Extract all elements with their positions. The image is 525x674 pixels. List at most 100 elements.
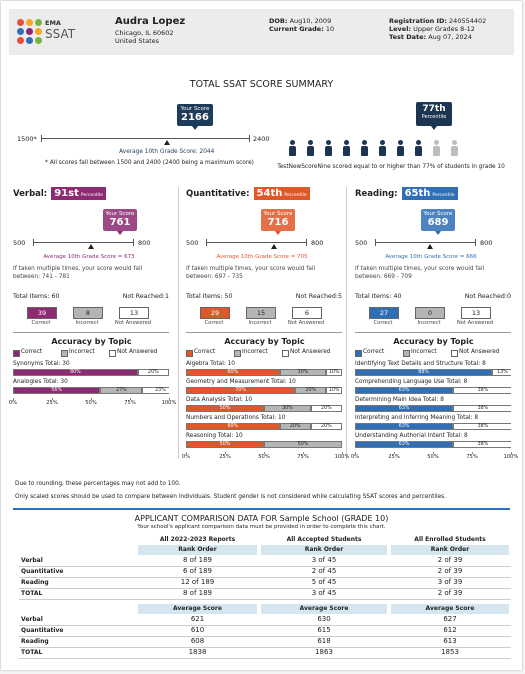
person-head <box>362 140 367 145</box>
person-head <box>290 140 295 145</box>
segment-label: 63% <box>398 424 410 429</box>
percentile-label: Percentile <box>421 114 447 120</box>
row-line <box>19 588 511 589</box>
cell: 1838 <box>188 648 207 656</box>
axis-tick <box>433 452 434 454</box>
label: Test Date: <box>389 33 427 41</box>
percentile-box: 77th Percentile <box>416 102 452 126</box>
topic-bar: 80% 20% <box>13 369 169 376</box>
section-column: Verbal: 91st Percentile 500 800 Your Score 761… <box>9 187 176 462</box>
segment-label: 38% <box>477 388 489 393</box>
axis-label: 0% <box>181 454 191 460</box>
cell: 2 of 39 <box>437 567 463 575</box>
segment-label: 30% <box>282 406 293 411</box>
legend-label: Correct <box>363 349 385 355</box>
axis-label: 0% <box>8 400 18 406</box>
segment-label: 20% <box>321 406 332 411</box>
scale-label: 500 <box>355 239 368 247</box>
score-value: 689 <box>427 217 449 228</box>
accuracy-title: Accuracy by Topic <box>393 337 474 346</box>
count-label: Correct <box>373 320 393 326</box>
topic-label: Analogies Total: 30 <box>13 379 68 385</box>
cell: 3 of 45 <box>311 556 337 564</box>
percentile: 91st <box>54 188 79 199</box>
row-label: Quantitative <box>21 627 64 634</box>
percentile-label: Percentile <box>432 193 455 198</box>
scale-line <box>375 242 475 243</box>
axis-label: 25% <box>46 400 58 406</box>
count-box: 0 <box>415 307 445 319</box>
percentile-badge: 91st Percentile <box>51 187 107 200</box>
group-heading: Rank Order <box>261 545 387 555</box>
bar-segment: 60% <box>186 369 280 376</box>
scale-label: 800 <box>480 239 493 247</box>
segment-label: 63% <box>398 406 410 411</box>
bar-segment: 13% <box>492 369 511 376</box>
topic-label: Numbers and Operations Total: 10 <box>186 415 286 421</box>
score-bubble: Your Score 761 <box>103 209 137 231</box>
person-body <box>361 146 368 156</box>
segment-label: 20% <box>148 370 159 375</box>
bar-segment: 38% <box>453 387 511 394</box>
legend-label: Incorrect <box>242 349 268 355</box>
logo-dot <box>26 19 33 26</box>
scale-label: 800 <box>311 239 324 247</box>
row-line <box>19 658 511 659</box>
axis-tick <box>225 452 226 454</box>
logo-dot <box>26 28 33 35</box>
scale-note: * All scores fall between 1500 and 2400 … <box>45 160 254 166</box>
average-marker <box>427 244 434 249</box>
axis-tick <box>303 452 304 454</box>
bar-segment: 70% <box>186 387 296 394</box>
row-label: Reading <box>21 638 49 645</box>
total-items: Total Items: 60 <box>13 293 60 300</box>
cell: 615 <box>317 626 331 634</box>
percentile: 77th <box>422 104 446 114</box>
axis-tick <box>472 452 473 454</box>
cell: 627 <box>443 615 457 623</box>
legend-label: Incorrect <box>411 349 437 355</box>
person-head <box>308 140 313 145</box>
segment-label: 63% <box>398 388 410 393</box>
bar-segment: 88% <box>355 369 493 376</box>
topic-label: Interpreting and Inferring Meaning Total… <box>355 415 479 421</box>
row-label: Verbal <box>21 557 43 564</box>
segment-label: 30% <box>297 370 309 375</box>
average-marker <box>163 140 170 145</box>
count-label: Not Answered <box>287 320 325 326</box>
segment-label: 60% <box>227 370 239 375</box>
cell: 612 <box>443 626 457 634</box>
cell: 610 <box>190 626 205 634</box>
segment-label: 80% <box>70 370 81 375</box>
row-line <box>19 625 511 626</box>
topic-label: Data Analysis Total: 10 <box>186 397 253 403</box>
separator <box>355 332 511 333</box>
label: Level: <box>389 25 412 33</box>
column-divider <box>178 187 179 459</box>
group-heading: Average Score <box>391 604 509 614</box>
topic-bar: 60% 20% 20% <box>186 423 342 430</box>
percentile-badge: 54th Percentile <box>253 187 310 200</box>
total-items: Total Items: 50 <box>186 293 233 300</box>
segment-label: 50% <box>297 442 309 447</box>
person-head <box>344 140 349 145</box>
segment-label: 20% <box>305 388 317 393</box>
segment-label: 50% <box>219 442 231 447</box>
note: Due to rounding, these percentages may n… <box>15 481 181 487</box>
score-value: 716 <box>267 217 289 228</box>
score-value: 2166 <box>180 112 209 123</box>
bar-segment: 20% <box>310 423 342 430</box>
bar-segment: 63% <box>355 441 454 448</box>
axis-tick <box>355 452 356 454</box>
value: 10 <box>325 25 335 33</box>
legend-swatch <box>61 350 68 357</box>
cell: 6 of 189 <box>182 567 212 575</box>
separator <box>13 332 169 333</box>
cell: 618 <box>317 637 331 645</box>
segment-label: 38% <box>477 442 489 447</box>
person-body <box>289 146 296 156</box>
average-marker <box>271 244 278 249</box>
logo-text: EMA <box>45 19 61 27</box>
bar-segment: 38% <box>453 441 511 448</box>
